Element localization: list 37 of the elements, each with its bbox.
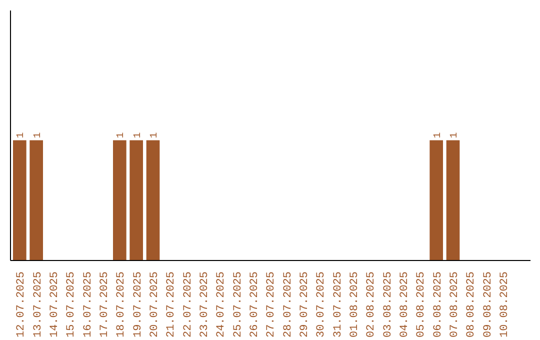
x-tick-label: 17.07.2025 (99, 271, 111, 338)
x-tick-label: 04.08.2025 (399, 271, 411, 338)
x-tick-label: 24.07.2025 (216, 271, 228, 338)
x-tick-label: 01.08.2025 (349, 271, 361, 338)
x-tick-label: 15.07.2025 (66, 271, 78, 338)
x-tick-label: 22.07.2025 (182, 271, 194, 338)
x-tick-label: 12.07.2025 (16, 271, 28, 338)
x-tick-label: 20.07.2025 (149, 271, 161, 338)
x-tick-label: 28.07.2025 (282, 271, 294, 338)
x-tick-label: 27.07.2025 (266, 271, 278, 338)
x-tick-label: 31.07.2025 (332, 271, 344, 338)
data-label: 1 (116, 132, 128, 138)
x-tick-label: 09.08.2025 (482, 271, 494, 338)
x-tick-label: 08.08.2025 (466, 271, 478, 338)
x-tick-label: 19.07.2025 (132, 271, 144, 338)
data-label: 1 (150, 132, 160, 138)
x-tick-label: 23.07.2025 (199, 271, 211, 338)
data-label: 1 (32, 132, 44, 138)
x-tick-label: 10.08.2025 (499, 271, 511, 338)
x-tick-label: 30.07.2025 (316, 271, 328, 338)
x-tick-label: 03.08.2025 (382, 271, 394, 338)
x-tick-label: 25.07.2025 (232, 271, 244, 338)
x-tick-label: 14.07.2025 (49, 271, 61, 338)
data-label: 1 (132, 132, 144, 138)
x-tick-label: 07.08.2025 (449, 271, 461, 338)
data-label: 1 (432, 132, 444, 138)
data-label: 1 (16, 132, 28, 138)
x-tick-label: 26.07.2025 (249, 271, 261, 338)
x-tick-label: 06.08.2025 (432, 271, 444, 338)
x-tick-label: 02.08.2025 (366, 271, 378, 338)
x-tick-label: 21.07.2025 (166, 271, 178, 338)
data-label: 1 (450, 132, 460, 138)
x-tick-label: 18.07.2025 (116, 271, 128, 338)
x-tick-label: 13.07.2025 (32, 271, 44, 338)
x-tick-label: 16.07.2025 (82, 271, 94, 338)
x-tick-label: 05.08.2025 (416, 271, 428, 338)
x-tick-label: 29.07.2025 (299, 271, 311, 338)
